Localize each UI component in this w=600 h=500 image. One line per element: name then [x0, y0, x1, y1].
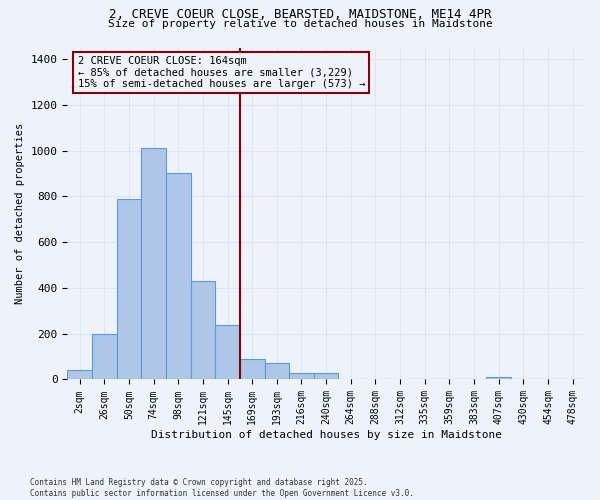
Bar	[141, 148, 166, 380]
Bar	[116, 198, 141, 380]
Bar	[166, 174, 191, 380]
Text: 2 CREVE COEUR CLOSE: 164sqm
← 85% of detached houses are smaller (3,229)
15% of : 2 CREVE COEUR CLOSE: 164sqm ← 85% of det…	[77, 56, 365, 89]
Bar	[67, 370, 92, 380]
Bar	[289, 372, 314, 380]
Bar	[314, 372, 338, 380]
Y-axis label: Number of detached properties: Number of detached properties	[15, 123, 25, 304]
Bar	[487, 377, 511, 380]
Bar	[191, 281, 215, 380]
Bar	[240, 359, 265, 380]
Bar	[215, 324, 240, 380]
Bar	[265, 364, 289, 380]
Text: 2, CREVE COEUR CLOSE, BEARSTED, MAIDSTONE, ME14 4PR: 2, CREVE COEUR CLOSE, BEARSTED, MAIDSTON…	[109, 8, 491, 20]
X-axis label: Distribution of detached houses by size in Maidstone: Distribution of detached houses by size …	[151, 430, 502, 440]
Bar	[92, 334, 116, 380]
Text: Contains HM Land Registry data © Crown copyright and database right 2025.
Contai: Contains HM Land Registry data © Crown c…	[30, 478, 414, 498]
Text: Size of property relative to detached houses in Maidstone: Size of property relative to detached ho…	[107, 19, 493, 29]
